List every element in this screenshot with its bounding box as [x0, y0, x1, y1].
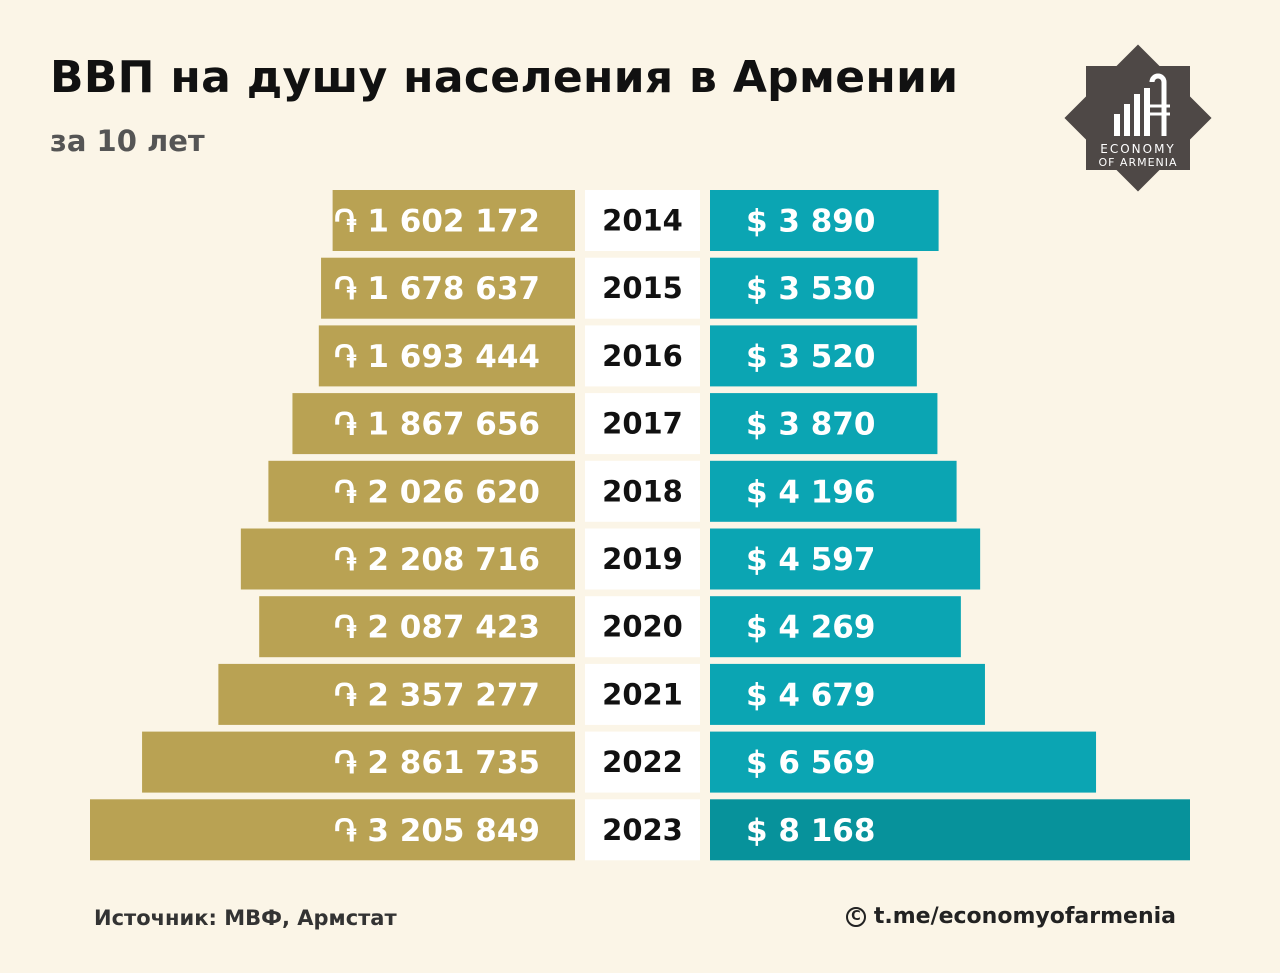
economy-of-armenia-logo: ECONOMY OF ARMENIA	[1064, 44, 1212, 192]
bar-usd-2015	[710, 257, 918, 319]
bar-amd-2018	[268, 460, 575, 522]
logo-bar-icon	[1134, 94, 1140, 136]
bar-amd-2016	[318, 325, 575, 387]
bar-label-usd-2021: $ 4 679	[746, 677, 875, 713]
year-box-2014	[585, 190, 700, 251]
year-box-2021	[585, 663, 700, 725]
pyramid-bar-chart: ֏ 1 602 172 2014 $ 3 890 ֏ 1 678 637 2015 $ 3…	[90, 190, 1190, 861]
year-box-2016	[585, 325, 700, 387]
year-box-2015	[585, 257, 700, 319]
year-label-2017: 2017	[602, 407, 683, 441]
bar-usd-2023	[710, 799, 1190, 861]
bar-label-usd-2014: $ 3 890	[746, 204, 875, 240]
logo-bar-icon	[1124, 104, 1130, 136]
year-box-2018	[585, 460, 700, 522]
year-label-2020: 2020	[602, 610, 683, 644]
bar-label-amd-2022: ֏ 2 861 735	[334, 745, 540, 781]
year-box-2019	[585, 528, 700, 590]
bar-usd-2022	[710, 731, 1097, 793]
year-label-2019: 2019	[602, 542, 683, 576]
bar-label-usd-2022: $ 6 569	[746, 745, 875, 781]
bar-amd-2022	[142, 731, 575, 793]
chart-title: ВВП на душу населения в Армении	[50, 52, 959, 103]
credit-link[interactable]: C t.me/economyofarmenia	[845, 904, 1176, 929]
bar-usd-2016	[710, 325, 917, 387]
bar-label-amd-2017: ֏ 1 867 656	[334, 407, 540, 443]
year-box-2022	[585, 731, 700, 793]
bar-label-amd-2020: ֏ 2 087 423	[334, 610, 540, 646]
year-label-2016: 2016	[602, 339, 683, 373]
bar-usd-2014	[710, 190, 939, 251]
logo-text-line2: OF ARMENIA	[1098, 156, 1177, 169]
bar-amd-2023	[90, 799, 575, 861]
bar-label-usd-2020: $ 4 269	[746, 610, 875, 646]
bar-usd-2020	[710, 596, 961, 658]
year-label-2015: 2015	[602, 271, 683, 305]
year-box-2020	[585, 596, 700, 658]
bar-label-usd-2017: $ 3 870	[746, 407, 875, 443]
logo-dram-icon	[1149, 73, 1167, 136]
year-label-2022: 2022	[602, 745, 683, 779]
bar-label-usd-2016: $ 3 520	[746, 339, 875, 375]
bar-label-amd-2016: ֏ 1 693 444	[334, 339, 540, 375]
bar-usd-2019	[710, 528, 981, 590]
bar-amd-2017	[292, 393, 575, 455]
bar-label-amd-2015: ֏ 1 678 637	[334, 271, 540, 307]
bar-usd-2017	[710, 393, 938, 455]
bar-amd-2020	[259, 596, 575, 658]
credit-text: t.me/economyofarmenia	[873, 904, 1176, 929]
bar-amd-2021	[218, 663, 575, 725]
year-label-2018: 2018	[602, 474, 683, 508]
year-label-2014: 2014	[602, 204, 683, 238]
bar-usd-2018	[710, 460, 957, 522]
bar-label-amd-2018: ֏ 2 026 620	[334, 474, 540, 510]
bar-label-usd-2018: $ 4 196	[746, 474, 875, 510]
year-box-2023	[585, 799, 700, 861]
bar-label-usd-2023: $ 8 168	[746, 813, 875, 849]
year-label-2021: 2021	[602, 677, 683, 711]
chart-subtitle: за 10 лет	[50, 124, 205, 158]
logo-bar-icon	[1144, 88, 1150, 136]
bar-amd-2015	[321, 257, 575, 319]
bar-label-usd-2019: $ 4 597	[746, 542, 875, 578]
bar-amd-2014	[332, 190, 575, 251]
year-box-2017	[585, 393, 700, 455]
bar-label-amd-2019: ֏ 2 208 716	[334, 542, 540, 578]
logo-bar-icon	[1114, 114, 1120, 136]
bar-usd-2021	[710, 663, 985, 725]
year-label-2023: 2023	[602, 813, 683, 847]
bar-label-usd-2015: $ 3 530	[746, 271, 875, 307]
bar-label-amd-2021: ֏ 2 357 277	[334, 677, 540, 713]
bar-label-amd-2023: ֏ 3 205 849	[334, 813, 540, 849]
bar-amd-2019	[240, 528, 575, 590]
source-note: Источник: МВФ, Армстат	[94, 906, 397, 930]
logo-text-line1: ECONOMY	[1100, 142, 1176, 156]
copyright-icon: C	[845, 906, 866, 927]
bar-label-amd-2014: ֏ 1 602 172	[334, 204, 540, 240]
